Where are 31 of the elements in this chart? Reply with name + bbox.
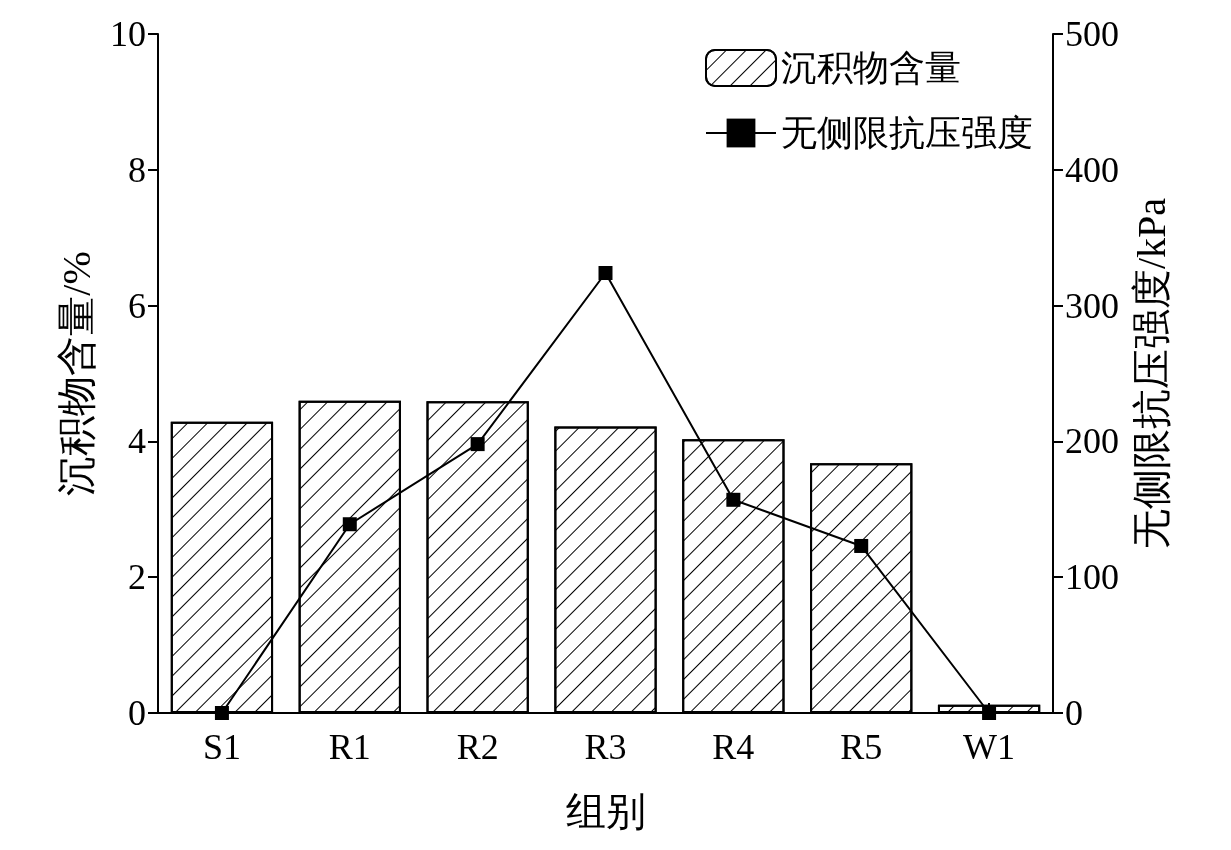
y-tick-label: 8	[128, 149, 146, 190]
y-tick-label: 2	[128, 557, 146, 598]
point	[342, 517, 357, 532]
legend-label: 沉积物含量	[781, 48, 961, 88]
y-axis-title: 沉积物含量/%	[53, 251, 99, 496]
legend-label: 无侧限抗压强度	[781, 113, 1033, 153]
point	[982, 706, 997, 720]
y2-tick-label: 100	[1065, 557, 1119, 598]
y-tick-label: 0	[128, 693, 146, 733]
point	[470, 437, 485, 452]
x-tick-label: R5	[840, 727, 883, 767]
point	[214, 706, 229, 720]
x-tick-label: R2	[456, 727, 499, 767]
x-tick-label: R3	[584, 727, 627, 767]
y2-tick-label: 300	[1065, 285, 1119, 326]
y2-tick-label: 0	[1065, 693, 1083, 733]
y-tick-label: 4	[128, 421, 146, 462]
y-tick-label: 6	[128, 285, 146, 326]
x-axis-title: 组别	[565, 788, 646, 834]
y-tick-label: 10	[110, 14, 146, 54]
y2-axis-title: 无侧限抗压强度/kPa	[1128, 197, 1174, 550]
y2-tick-label: 500	[1065, 14, 1119, 54]
x-tick-label: R1	[328, 727, 371, 767]
y2-tick-label: 200	[1065, 421, 1119, 462]
y2-tick-label: 400	[1065, 149, 1119, 190]
x-tick-label: W1	[963, 727, 1016, 767]
x-tick-label: R4	[712, 727, 755, 767]
point	[598, 266, 613, 281]
point	[726, 492, 741, 507]
x-tick-label: S1	[202, 727, 241, 767]
point	[854, 538, 869, 553]
